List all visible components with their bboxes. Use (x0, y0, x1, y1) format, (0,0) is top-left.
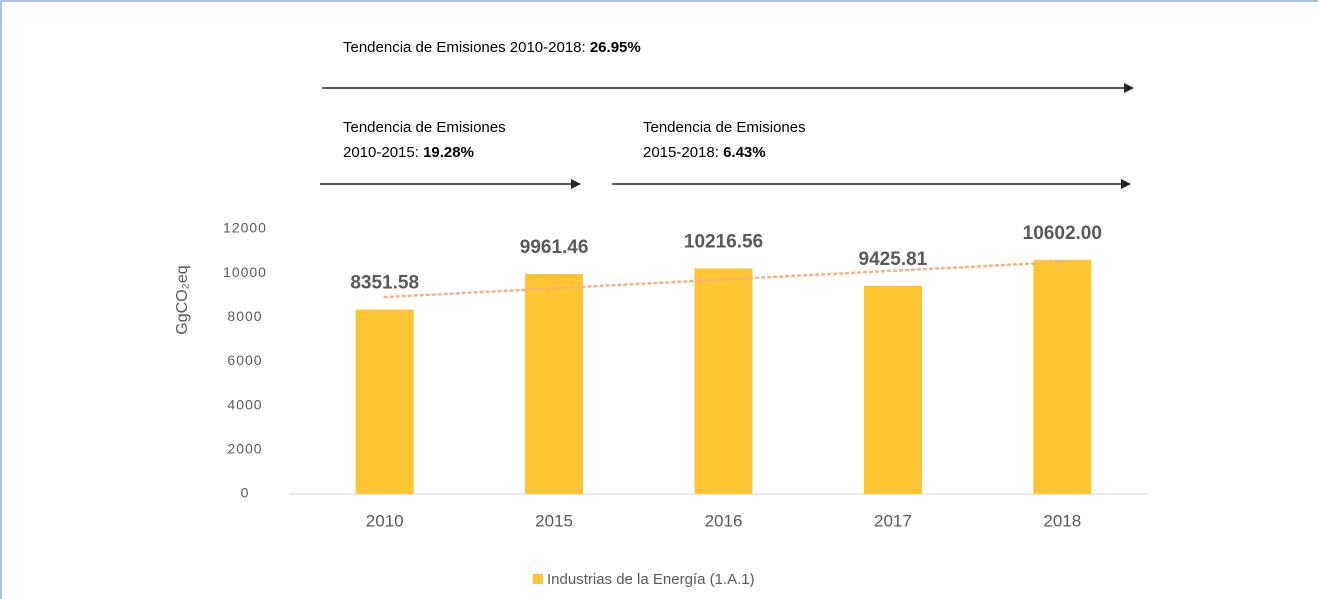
y-tick-label: 6000 (227, 352, 262, 368)
legend-label: Industrias de la Energía (1.A.1) (547, 571, 755, 588)
bar (1033, 259, 1092, 494)
legend-swatch (533, 574, 543, 584)
x-tick-label: 2015 (535, 511, 573, 530)
x-tick-label: 2016 (705, 511, 743, 530)
annotation-value: 26.95% (590, 39, 641, 56)
bar (355, 309, 414, 494)
annotation: Tendencia de Emisiones 2010-2018: 26.95% (343, 39, 641, 56)
y-tick-label: 10000 (223, 264, 267, 280)
value-label: 9961.46 (520, 237, 589, 258)
y-axis-label: GgCO₂eq (174, 265, 191, 334)
annotation: Tendencia de Emisiones (343, 119, 506, 136)
annotation-text: Tendencia de Emisiones 2010-2018: (343, 39, 586, 56)
annotation-text: Tendencia de Emisiones (343, 119, 506, 136)
annotation: Tendencia de Emisiones (643, 119, 806, 136)
x-tick-label: 2017 (874, 511, 912, 530)
y-tick-label: 0 (241, 485, 250, 501)
annotation-text: 2015-2018: (643, 144, 719, 161)
x-tick-label: 2010 (366, 511, 404, 530)
trendline (383, 260, 1064, 299)
annotation-value: 6.43% (723, 144, 766, 161)
bar (694, 268, 753, 494)
y-tick-label: 8000 (227, 308, 262, 324)
x-tick-label: 2018 (1043, 511, 1081, 530)
annotation: 2015-2018: 6.43% (643, 144, 766, 161)
value-label: 9425.81 (859, 249, 928, 270)
annotation-text: Tendencia de Emisiones (643, 119, 806, 136)
y-tick-label: 12000 (223, 220, 267, 236)
annotation-text: 2010-2015: (343, 144, 419, 161)
bar (525, 274, 584, 494)
annotation: 2010-2015: 19.28% (343, 144, 474, 161)
y-tick-label: 4000 (227, 396, 262, 412)
y-tick-label: 2000 (227, 441, 262, 457)
annotation-value: 19.28% (423, 144, 474, 161)
value-label: 10602.00 (1023, 223, 1102, 244)
value-label: 8351.58 (350, 273, 419, 294)
bar (863, 285, 922, 494)
value-label: 10216.56 (684, 231, 763, 252)
